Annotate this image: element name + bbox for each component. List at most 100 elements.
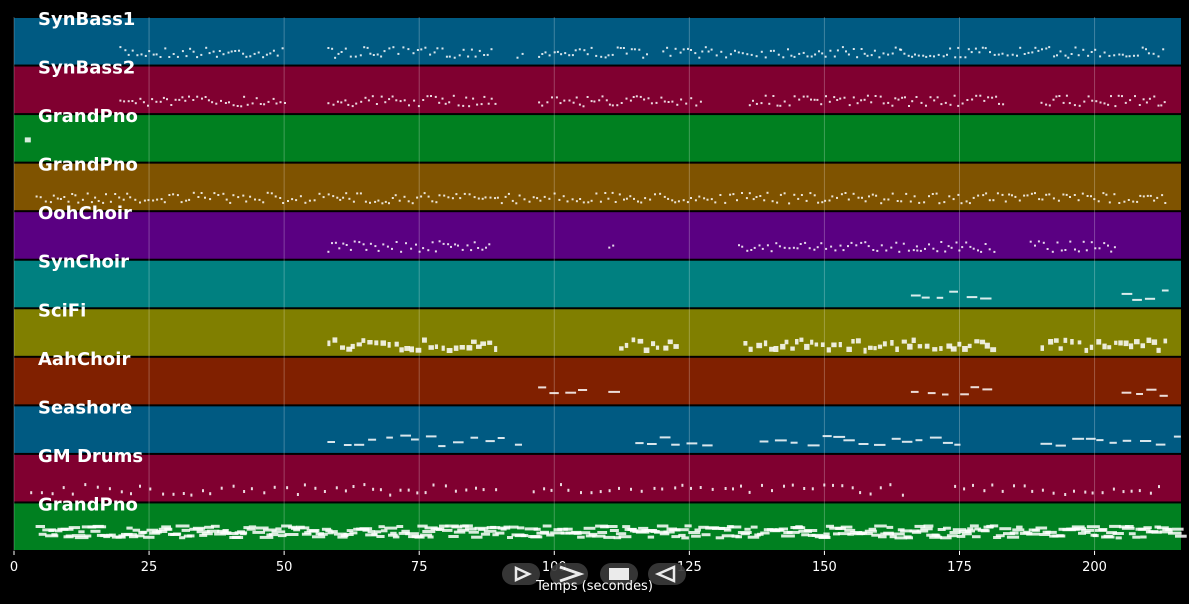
note xyxy=(304,201,307,204)
note xyxy=(225,198,228,201)
note xyxy=(467,55,470,58)
note xyxy=(327,193,330,196)
note xyxy=(660,96,663,99)
note xyxy=(386,245,389,248)
note xyxy=(643,347,650,353)
play-button[interactable] xyxy=(502,563,540,585)
note xyxy=(252,530,265,534)
note xyxy=(956,534,966,538)
note xyxy=(207,529,220,533)
note xyxy=(802,51,805,54)
note xyxy=(1122,439,1132,442)
note xyxy=(776,201,779,204)
note xyxy=(599,490,602,494)
note xyxy=(904,96,906,99)
note xyxy=(859,491,862,495)
note xyxy=(671,535,681,539)
note xyxy=(149,487,152,491)
note xyxy=(676,103,679,106)
note xyxy=(318,532,328,536)
note xyxy=(1161,194,1164,197)
note xyxy=(1096,439,1104,442)
note xyxy=(880,202,883,205)
note xyxy=(1132,298,1142,301)
note xyxy=(635,442,644,445)
note xyxy=(847,198,850,201)
note xyxy=(1103,102,1106,105)
note xyxy=(907,54,910,57)
note xyxy=(872,249,875,251)
note xyxy=(489,196,492,199)
fast-forward-button[interactable] xyxy=(550,563,588,585)
stop-button[interactable] xyxy=(600,563,638,585)
note xyxy=(972,247,975,250)
note xyxy=(503,525,510,529)
note xyxy=(675,528,689,532)
note xyxy=(625,197,628,200)
rewind-button[interactable] xyxy=(648,563,686,585)
note xyxy=(438,240,441,243)
note xyxy=(459,345,465,350)
note xyxy=(787,48,789,51)
note xyxy=(1012,528,1025,532)
note xyxy=(571,198,574,201)
note xyxy=(968,202,971,205)
note xyxy=(1029,240,1032,243)
note xyxy=(540,530,549,534)
note xyxy=(916,249,919,252)
note xyxy=(532,490,535,494)
note xyxy=(35,195,38,198)
note xyxy=(618,535,632,539)
note xyxy=(659,532,670,536)
note xyxy=(1125,55,1128,58)
note xyxy=(118,196,121,199)
note xyxy=(213,192,216,195)
note xyxy=(1102,192,1105,195)
note xyxy=(352,485,355,488)
note xyxy=(420,195,423,198)
note xyxy=(376,53,379,56)
note xyxy=(616,104,619,107)
note xyxy=(948,195,951,198)
note xyxy=(200,192,203,194)
note xyxy=(174,98,177,101)
note xyxy=(1138,527,1151,531)
note xyxy=(119,99,122,102)
note xyxy=(1097,200,1100,203)
note xyxy=(63,196,66,198)
note xyxy=(308,199,311,202)
note xyxy=(1124,101,1127,104)
note xyxy=(414,535,425,539)
note xyxy=(1002,103,1005,106)
note xyxy=(947,245,950,248)
note xyxy=(1121,292,1133,295)
note xyxy=(649,198,652,201)
note xyxy=(48,529,55,532)
note xyxy=(295,199,298,202)
note xyxy=(969,245,972,248)
note xyxy=(1003,532,1015,536)
note xyxy=(661,487,664,491)
note xyxy=(844,528,856,532)
note xyxy=(291,198,294,201)
note xyxy=(395,241,398,243)
note xyxy=(718,527,730,530)
note xyxy=(1018,199,1021,202)
note xyxy=(1014,195,1017,198)
note xyxy=(1113,246,1116,249)
note xyxy=(201,532,213,536)
note xyxy=(388,47,391,50)
note xyxy=(172,492,175,496)
note xyxy=(418,250,421,253)
note xyxy=(230,50,233,53)
note xyxy=(929,436,942,439)
note xyxy=(590,100,593,103)
note xyxy=(1143,526,1152,530)
note xyxy=(96,485,99,489)
note xyxy=(860,99,863,102)
note xyxy=(180,201,183,204)
note xyxy=(748,104,751,107)
note xyxy=(959,56,962,59)
note xyxy=(470,436,479,439)
note xyxy=(218,50,221,52)
